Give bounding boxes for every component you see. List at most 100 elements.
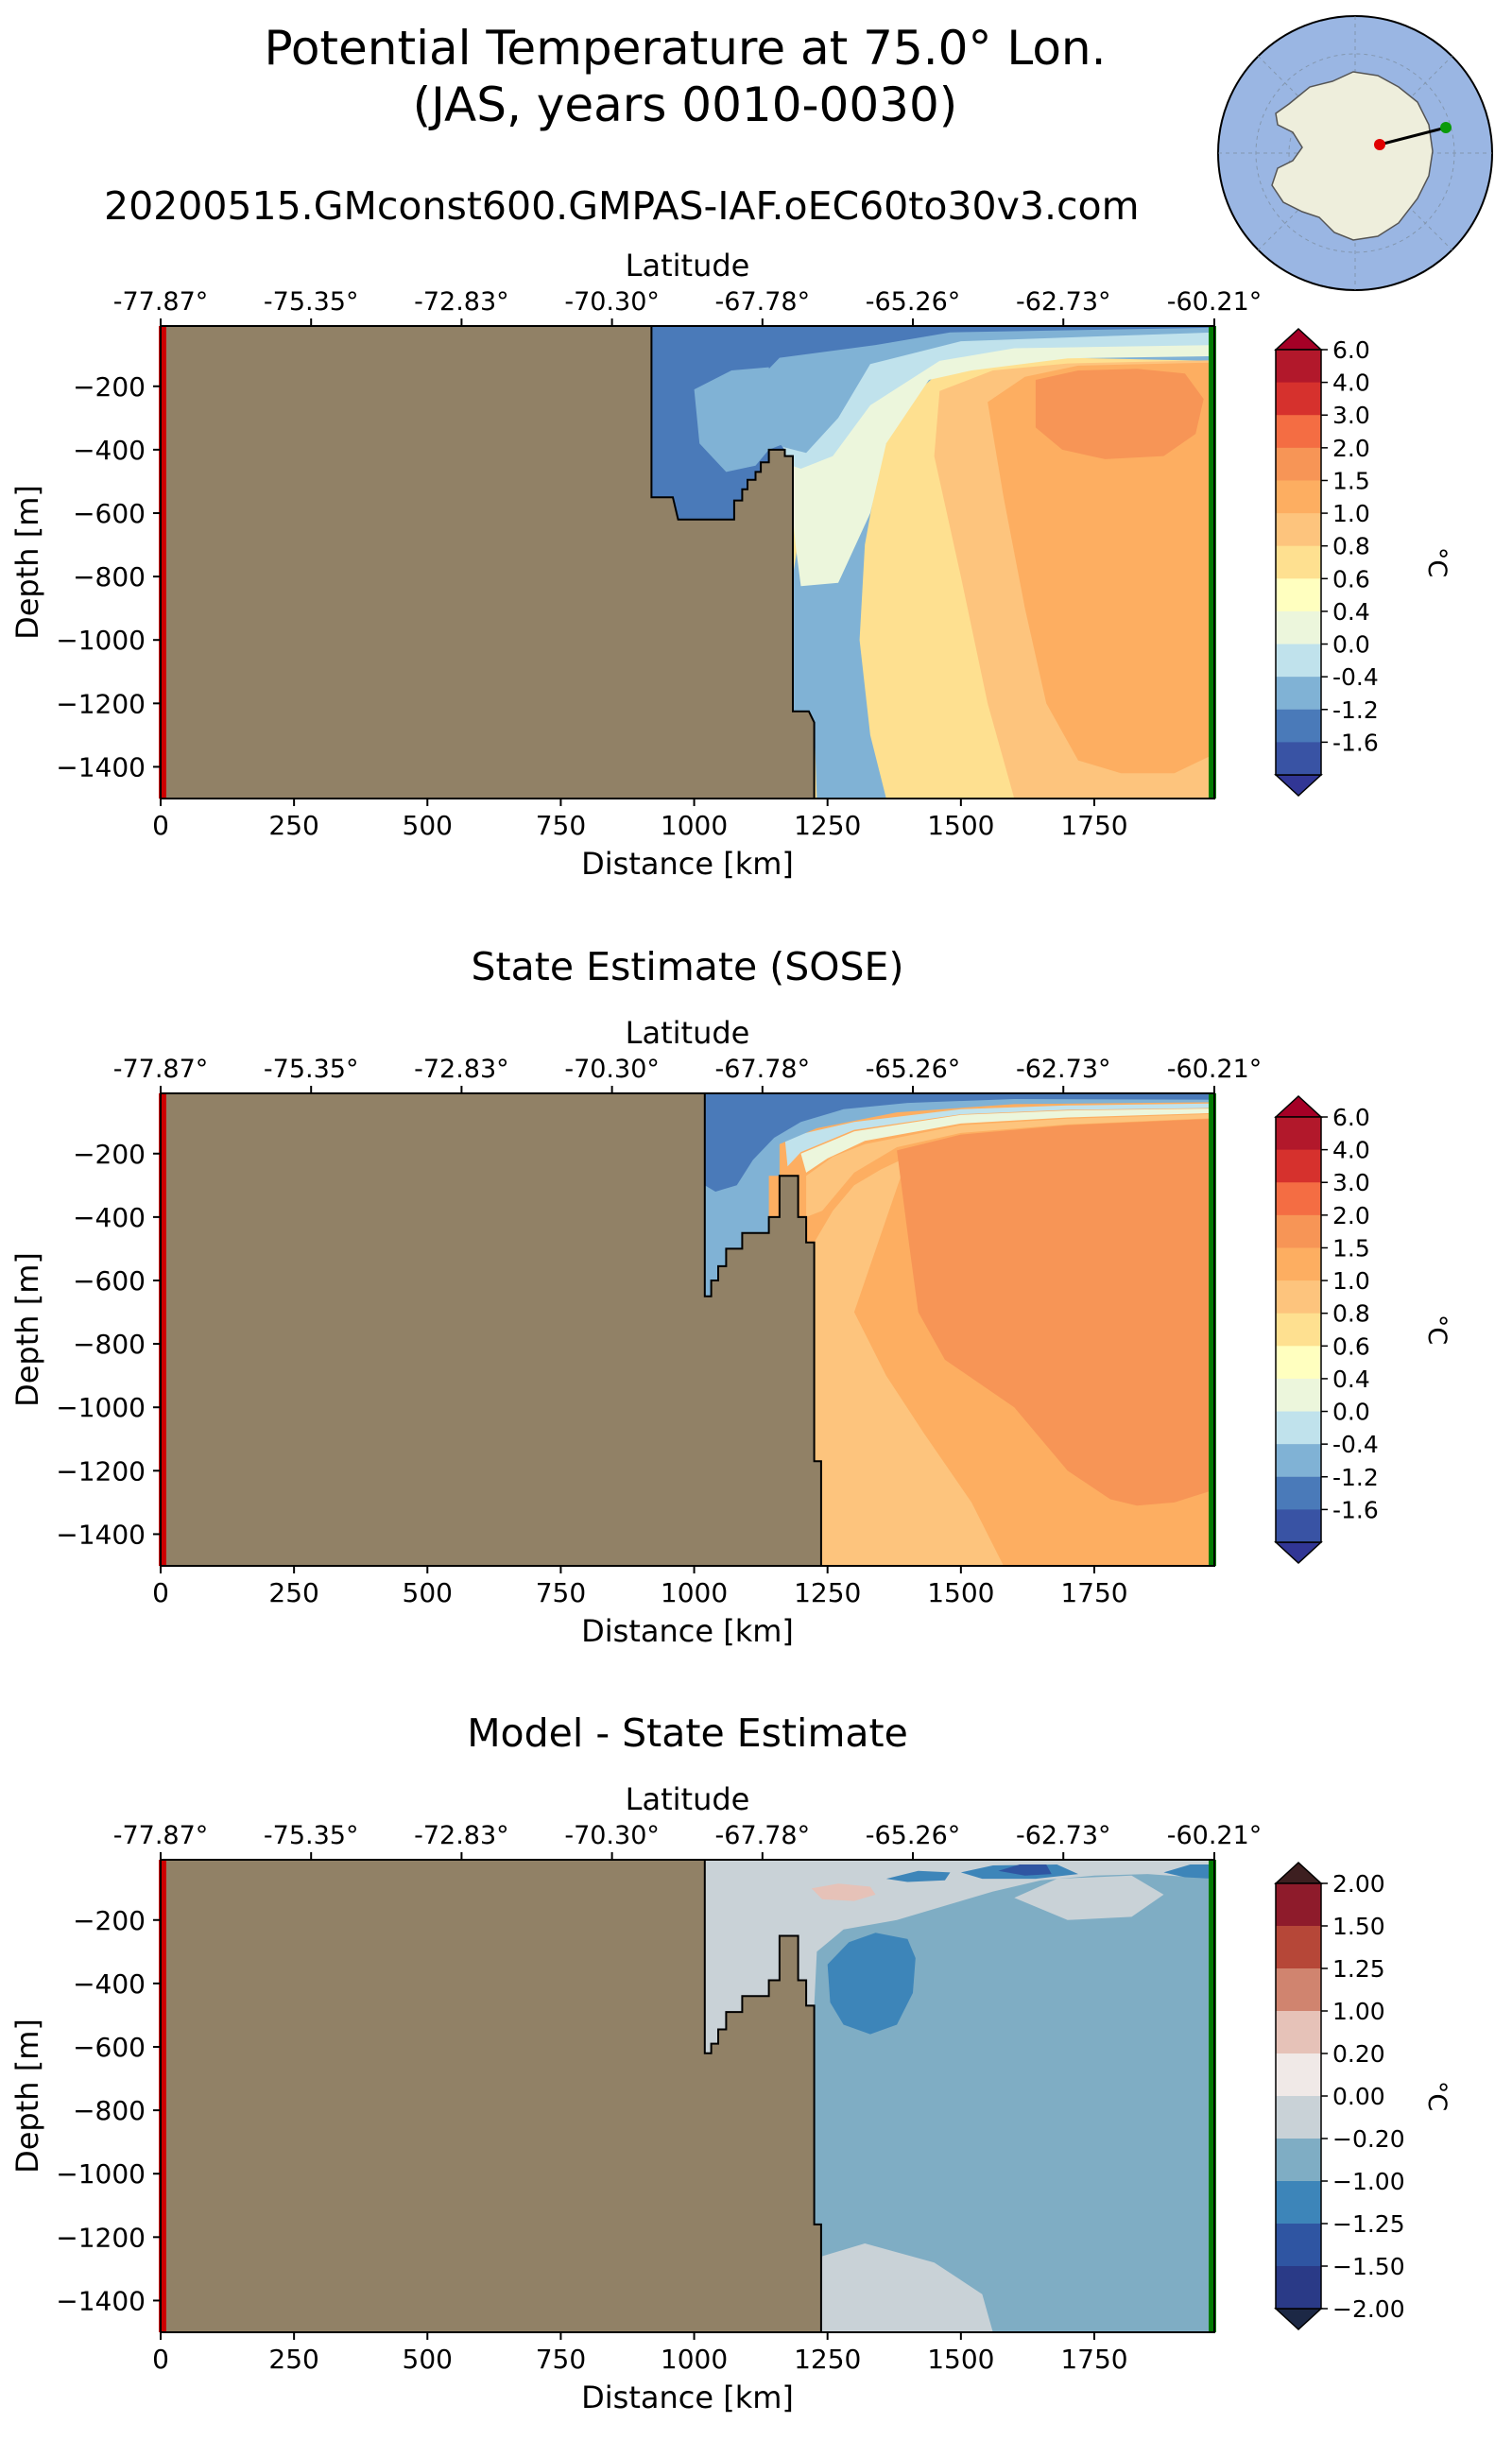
x-tick-label: 1500 bbox=[927, 1577, 994, 1608]
latitude-tick-label: -77.87° bbox=[113, 287, 209, 317]
section-start-marker bbox=[159, 326, 166, 799]
colorbar-segment bbox=[1276, 2139, 1321, 2182]
y-tick-label: −1200 bbox=[56, 1455, 146, 1486]
y-tick-label: −1400 bbox=[56, 2285, 146, 2316]
y-tick-label: −400 bbox=[73, 435, 146, 466]
x-tick-label: 1750 bbox=[1060, 2344, 1127, 2375]
field-region-4 bbox=[811, 1883, 876, 1901]
y-tick-label: −600 bbox=[73, 1265, 146, 1297]
latitude-tick-label: -67.78° bbox=[715, 287, 811, 317]
latitude-tick-label: -75.35° bbox=[264, 1821, 359, 1850]
y-tick-label: −1400 bbox=[56, 751, 146, 782]
land-mask bbox=[161, 1093, 822, 1566]
latitude-tick-label: -72.83° bbox=[414, 1821, 509, 1850]
x-tick-label: 0 bbox=[152, 2344, 169, 2375]
land-mask bbox=[161, 1860, 822, 2332]
y-tick-label: −800 bbox=[73, 1329, 146, 1360]
colorbar-tick-label: −1.50 bbox=[1332, 2253, 1405, 2280]
colorbar-label: °C bbox=[1422, 2081, 1452, 2111]
colorbar-tick-label: 0.6 bbox=[1332, 565, 1370, 593]
x-tick-label: 1250 bbox=[794, 810, 861, 841]
x-tick-label: 250 bbox=[268, 1577, 318, 1608]
x-tick-label: 750 bbox=[536, 2344, 586, 2375]
x-tick-label: 500 bbox=[403, 810, 453, 841]
colorbar-tick-label: −1.25 bbox=[1332, 2210, 1405, 2238]
x-tick-label: 500 bbox=[403, 2344, 453, 2375]
y-tick-label: −400 bbox=[73, 1202, 146, 1233]
colorbar-segment bbox=[1276, 382, 1321, 416]
x-tick-label: 1000 bbox=[661, 2344, 728, 2375]
colorbar-segment bbox=[1276, 1411, 1321, 1445]
x-tick-label: 250 bbox=[268, 810, 318, 841]
field-region-3 bbox=[827, 1933, 916, 2035]
field-region-7 bbox=[704, 1093, 1214, 1192]
plot-frame bbox=[160, 325, 1215, 799]
colorbar-tick-label: 0.8 bbox=[1332, 533, 1370, 560]
x-axis-label: Distance [km] bbox=[581, 1613, 794, 1649]
y-tick-label: −600 bbox=[73, 498, 146, 529]
x-axis-label: Distance [km] bbox=[581, 846, 794, 882]
colorbar-tick-label: 0.20 bbox=[1332, 2040, 1385, 2068]
y-tick-label: −600 bbox=[73, 2032, 146, 2063]
colorbar-segment bbox=[1276, 2224, 1321, 2267]
inset-transect-line bbox=[1379, 126, 1447, 146]
colorbar-segment bbox=[1276, 1476, 1321, 1510]
x-tick-label: 0 bbox=[152, 810, 169, 841]
field-region-0 bbox=[820, 2224, 993, 2332]
colorbar-segment bbox=[1276, 1117, 1321, 1151]
colorbar-segment bbox=[1276, 1214, 1321, 1248]
latitude-tick-label: -60.21° bbox=[1167, 287, 1263, 317]
colorbar-tick-label: 0.4 bbox=[1332, 598, 1370, 626]
colorbar-segment bbox=[1276, 2053, 1321, 2097]
colorbar-segment bbox=[1276, 2096, 1321, 2139]
inset-map bbox=[1217, 15, 1493, 291]
field-region-3 bbox=[806, 1113, 1214, 1217]
colorbar-segment bbox=[1276, 1149, 1321, 1183]
latitude-axis-label: Latitude bbox=[626, 248, 750, 284]
colorbar-segment bbox=[1276, 513, 1321, 547]
latitude-tick-label: -70.30° bbox=[564, 287, 660, 317]
panel-difference: Model - State Estimate Latitude 0 250 500 750… bbox=[9, 1710, 1452, 2415]
panel-title: State Estimate (SOSE) bbox=[472, 944, 904, 989]
colorbar-segment bbox=[1276, 350, 1321, 384]
x-tick-label: 1000 bbox=[661, 1577, 728, 1608]
field-region-5 bbox=[784, 1103, 1214, 1167]
field-region-7 bbox=[885, 1870, 951, 1882]
inset-start-point bbox=[1374, 139, 1385, 150]
x-tick-label: 500 bbox=[403, 1577, 453, 1608]
field-region-9 bbox=[998, 1864, 1052, 1876]
land-mask bbox=[161, 326, 816, 799]
colorbar-over-arrow bbox=[1274, 327, 1323, 351]
colorbar-tick-label: -1.2 bbox=[1332, 696, 1379, 724]
colorbar-segment bbox=[1276, 610, 1321, 645]
latitude-tick-label: -67.78° bbox=[715, 1821, 811, 1850]
section-end-marker bbox=[1209, 1093, 1216, 1566]
colorbar-segment bbox=[1276, 480, 1321, 514]
y-tick-label: −400 bbox=[73, 1968, 146, 2000]
y-tick-label: −1000 bbox=[56, 2158, 146, 2190]
latitude-tick-label: -62.73° bbox=[1016, 1055, 1111, 1084]
section-end-marker bbox=[1209, 326, 1216, 799]
field-region-8 bbox=[694, 367, 785, 472]
x-tick-label: 1000 bbox=[661, 810, 728, 841]
colorbar-segment bbox=[1276, 1182, 1321, 1216]
colorbar-tick-label: 6.0 bbox=[1332, 336, 1370, 364]
field-region-6 bbox=[683, 326, 1214, 454]
colorbar-tick-label: 2.00 bbox=[1332, 1870, 1385, 1898]
panel-model: Latitude 0 250 500 750 1000 1250 1500 1750 Distan… bbox=[9, 248, 1452, 882]
colorbar-segment bbox=[1276, 1378, 1321, 1413]
colorbar-segment bbox=[1276, 1346, 1321, 1380]
colorbar-tick-label: 4.0 bbox=[1332, 369, 1370, 397]
colorbar-tick-label: 0.00 bbox=[1332, 2083, 1385, 2110]
x-tick-label: 1500 bbox=[927, 2344, 994, 2375]
colorbar-tick-label: -1.2 bbox=[1332, 1464, 1379, 1491]
latitude-tick-label: -70.30° bbox=[564, 1055, 660, 1084]
latitude-axis-label: Latitude bbox=[626, 1781, 750, 1817]
plot-area bbox=[161, 1093, 1214, 1566]
colorbar-label: °C bbox=[1422, 547, 1452, 577]
colorbar-tick-label: 1.00 bbox=[1332, 1998, 1385, 2025]
latitude-tick-label: -77.87° bbox=[113, 1821, 209, 1850]
plot-frame bbox=[160, 1859, 1215, 2333]
colorbar-tick-label: 1.25 bbox=[1332, 1955, 1385, 1983]
section-start-marker bbox=[159, 1093, 166, 1566]
